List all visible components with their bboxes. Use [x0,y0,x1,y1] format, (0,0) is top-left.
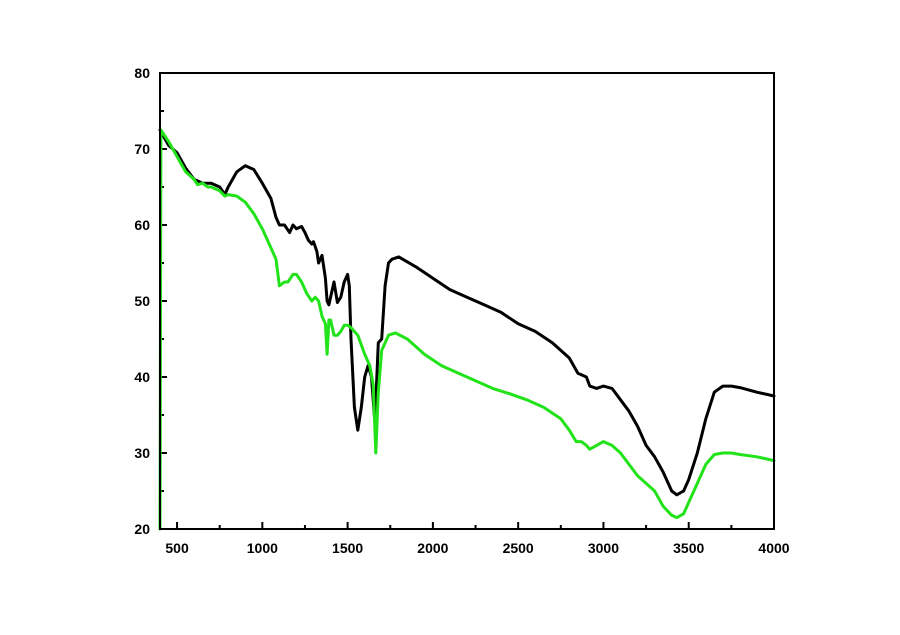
series-line-1 [158,128,776,497]
x-tick-label: 2000 [417,540,448,556]
series-lines [158,128,776,531]
y-tick-label: 40 [134,369,150,385]
x-tick-label: 2500 [503,540,534,556]
y-tick-label: 30 [134,445,150,461]
y-tick-label: 50 [134,293,150,309]
y-tick-label: 60 [134,217,150,233]
x-tick-label: 1500 [332,540,363,556]
axis-ticks [160,72,775,530]
axis-tick-labels: 500 1000 1500 2000 2500 3000 3500 4000 20 30 40 50 6… [134,65,789,556]
plot-frame [159,72,775,530]
x-tick-label: 500 [165,540,189,556]
x-tick-label: 4000 [758,540,789,556]
x-tick-label: 3000 [588,540,619,556]
x-tick-label: 1000 [247,540,278,556]
series-line-2 [158,128,776,531]
y-tick-label: 70 [134,141,150,157]
x-tick-label: 3500 [673,540,704,556]
y-tick-label: 80 [134,65,150,81]
y-tick-label: 20 [134,521,150,537]
